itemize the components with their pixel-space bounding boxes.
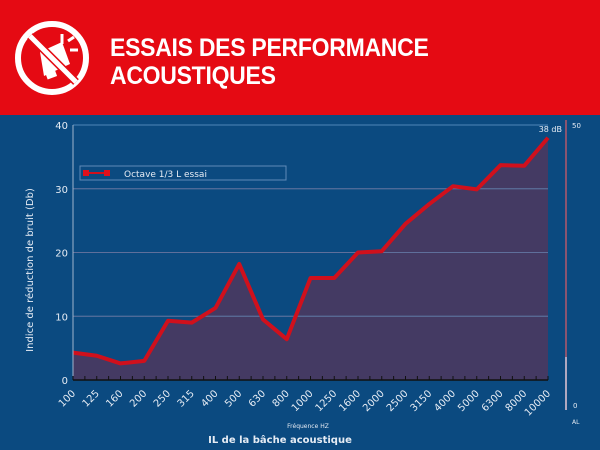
legend-marker: [83, 170, 89, 176]
x-axis-label: Fréquence HZ: [287, 423, 329, 430]
x-tick-label: 2500: [385, 388, 411, 414]
legend-marker: [104, 170, 110, 176]
x-tick-label: 200: [128, 388, 149, 409]
y-tick-label: 30: [55, 185, 68, 196]
series-area: [73, 137, 548, 380]
x-tick-label: 125: [81, 388, 102, 409]
y-tick-label: 20: [55, 249, 68, 260]
x-tick-label: 315: [176, 388, 197, 409]
series-line: [72, 136, 550, 366]
x-tick-label: 2000: [361, 388, 387, 414]
no-megaphone-icon: [15, 21, 89, 95]
y-axis-label: Indice de réduction de bruit (Db): [24, 188, 36, 352]
side-scale-label: AL: [572, 419, 580, 426]
x-tick-label: 100: [57, 388, 78, 409]
x-tick-label: 6300: [480, 388, 506, 414]
x-tick-label: 400: [199, 388, 220, 409]
x-tick-label: 10000: [523, 388, 553, 418]
page-title: ESSAIS DES PERFORMANCE ACOUSTIQUES: [110, 34, 429, 90]
header-banner: ESSAIS DES PERFORMANCE ACOUSTIQUES: [0, 0, 600, 115]
x-tick-label: 500: [223, 388, 244, 409]
legend: Octave 1/3 L essai: [79, 165, 287, 181]
y-tick-label: 0: [62, 376, 68, 387]
x-tick-label: 160: [104, 388, 125, 409]
title-line-2: ACOUSTIQUES: [110, 62, 276, 90]
x-tick-label: 1250: [314, 388, 340, 414]
end-annotation: 38 dB: [539, 125, 562, 134]
legend-label: Octave 1/3 L essai: [124, 170, 207, 180]
side-scale: 50 0 AL: [565, 120, 581, 426]
y-tick-label: 10: [55, 312, 68, 323]
x-tick-label: 5000: [456, 388, 482, 414]
side-scale-bottom: 0: [573, 402, 577, 410]
x-tick-label: 630: [247, 388, 268, 409]
title-line-1: ESSAIS DES PERFORMANCE: [110, 34, 429, 62]
x-tick-label: 1600: [337, 388, 363, 414]
x-tick-label: 1000: [290, 388, 316, 414]
chart-caption: IL de la bâche acoustique: [208, 434, 352, 446]
side-scale-top: 50: [572, 122, 581, 130]
x-tick-label: 250: [152, 388, 173, 409]
y-tick-label: 40: [55, 121, 68, 132]
x-tick-label: 4000: [432, 388, 458, 414]
x-tick-label: 3150: [409, 388, 435, 414]
